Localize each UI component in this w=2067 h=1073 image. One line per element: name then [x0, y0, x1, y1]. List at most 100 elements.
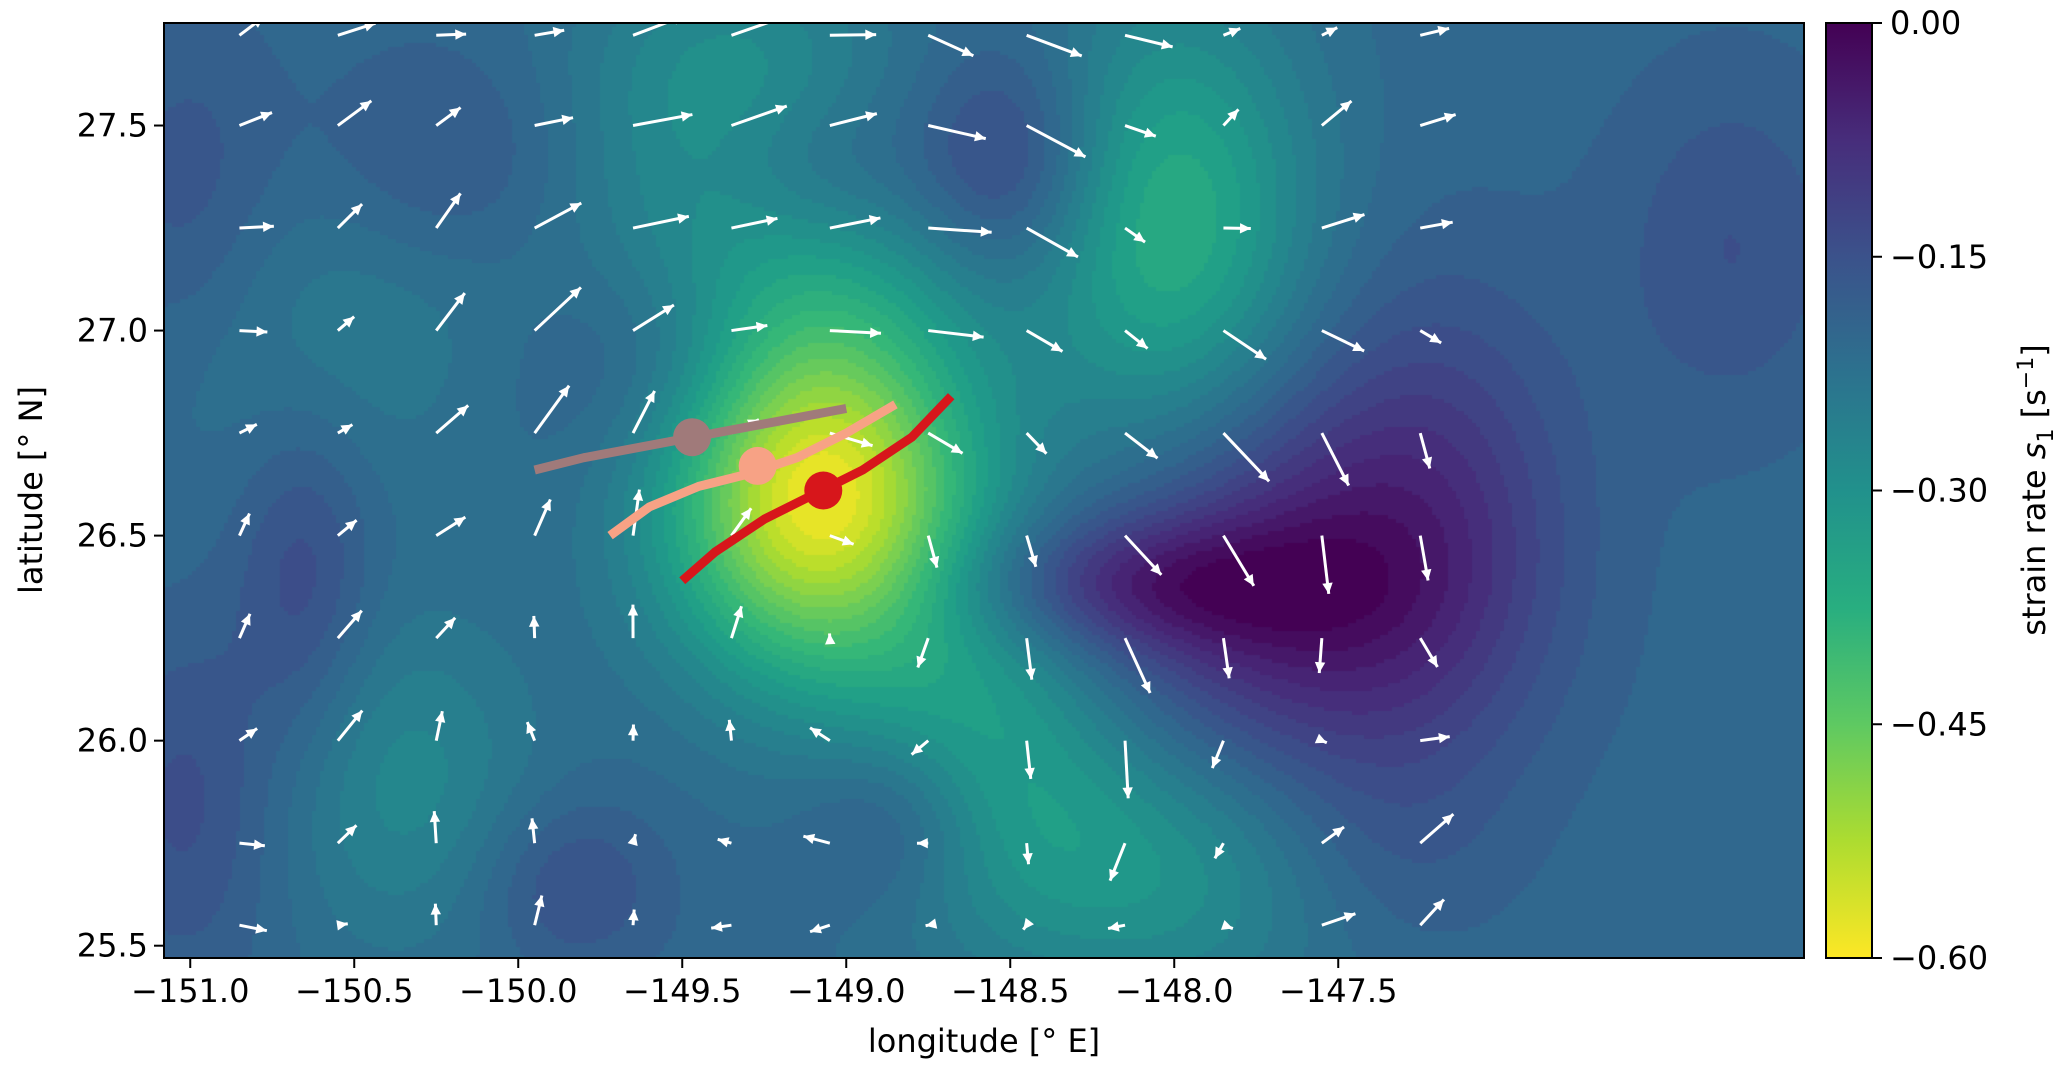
velocity-arrow-head: [725, 719, 736, 732]
velocity-arrow-head: [1339, 101, 1352, 112]
velocity-arrow-head: [454, 293, 465, 305]
velocity-arrow-head: [1427, 655, 1438, 668]
x-axis-title: longitude [° E]: [868, 1022, 1100, 1060]
velocity-arrow-head: [244, 424, 257, 434]
colorbar-tick-label: 0.00: [1890, 4, 1961, 42]
plot-frame: [163, 22, 1805, 959]
velocity-arrow-head: [1150, 563, 1162, 575]
velocity-arrow-head: [253, 839, 265, 850]
velocity-arrow-head: [561, 114, 574, 125]
velocity-arrow-head: [340, 424, 353, 435]
colorbar-tick-label: −0.60: [1890, 939, 1988, 977]
colorbar-ticks: 0.00 −0.15 −0.30 −0.45 −0.60: [1872, 4, 1988, 977]
velocity-arrow-head: [677, 213, 689, 224]
velocity-arrow-head: [1073, 147, 1086, 157]
x-tick-label: −148.5: [951, 972, 1069, 1010]
velocity-arrow-head: [711, 921, 723, 932]
velocity-arrow-head: [430, 903, 442, 915]
velocity-arrow-head: [803, 833, 816, 844]
velocity-arrow-head: [569, 287, 581, 299]
velocity-arrow-head: [1352, 212, 1365, 223]
y-axis-title: latitude [° N]: [12, 386, 50, 594]
x-tick-label: −150.5: [295, 972, 413, 1010]
velocity-arrow-head: [1214, 846, 1225, 859]
colorbar-tick-label: −0.15: [1890, 238, 1988, 276]
velocity-arrow-head: [1027, 554, 1038, 567]
velocity-arrow-head: [534, 895, 545, 908]
velocity-arrow-head: [645, 390, 655, 403]
velocity-arrow-head: [240, 513, 250, 526]
velocity-arrow-head: [350, 610, 362, 623]
velocity-arrow-head: [1035, 442, 1047, 454]
velocity-arrow-head: [450, 193, 461, 206]
velocity-arrow-head: [541, 499, 551, 512]
velocity-arrow-head: [1429, 332, 1442, 343]
velocity-arrow-head: [825, 633, 836, 645]
y-tick-label: 27.0: [77, 312, 148, 350]
velocity-arrow-head: [429, 811, 441, 823]
velocity-arrow-head: [1254, 348, 1267, 360]
velocity-arrow-head: [1352, 341, 1365, 352]
velocity-arrow-head: [810, 923, 822, 934]
colorbar-tick-label: −0.45: [1890, 705, 1988, 743]
velocity-arrow-head: [1438, 732, 1450, 744]
velocity-arrow-head: [1257, 469, 1270, 482]
velocity-arrow-head: [552, 26, 565, 38]
velocity-arrow-head: [774, 104, 787, 115]
velocity-arrow-head: [1211, 756, 1222, 769]
velocity-arrow-head: [350, 204, 363, 216]
velocity-arrow-head: [916, 655, 927, 668]
x-axis: −151.0 −150.5 −150.0 −149.5 −149.0 −148.5 −148…: [131, 958, 1397, 1010]
velocity-arrow-head: [865, 111, 877, 122]
velocity-arrow-head: [453, 517, 466, 528]
velocity-arrow-head: [1441, 814, 1454, 826]
velocity-arrow-head: [972, 330, 984, 342]
colorbar-gradient: [1825, 22, 1873, 959]
velocity-arrow-head: [1322, 582, 1333, 594]
velocity-arrow-head: [1220, 920, 1233, 930]
velocity-arrow-head: [1133, 231, 1146, 243]
velocity-arrow-head: [860, 437, 873, 448]
velocity-arrow-head: [961, 46, 974, 57]
velocity-arrow-head: [1069, 47, 1082, 58]
velocity-arrow: [1222, 432, 1271, 483]
y-tick-label: 26.0: [77, 722, 148, 760]
velocity-arrow-head: [980, 226, 992, 237]
velocity-arrow-head: [1339, 473, 1349, 486]
velocity-arrow-head: [456, 405, 469, 417]
velocity-arrow-head: [911, 743, 924, 755]
velocity-arrow-head: [627, 834, 638, 847]
velocity-arrow-head: [755, 321, 768, 333]
velocity-arrow-head: [740, 508, 752, 521]
velocity-arrow-head: [1443, 112, 1456, 123]
velocity-arrow-head: [680, 111, 693, 122]
velocity-arrow-head: [865, 29, 877, 40]
velocity-arrow-head: [1025, 668, 1036, 680]
velocity-arrow-head: [1239, 223, 1251, 234]
velocity-arrow-head: [1243, 573, 1254, 586]
colorbar-title: strain rate s1 [s−1]: [2014, 344, 2059, 635]
velocity-arrow-head: [627, 604, 639, 616]
velocity-arrow-head: [929, 555, 940, 568]
velocity-arrow-head: [455, 29, 467, 40]
velocity-arrow-head: [628, 909, 639, 921]
velocity-arrow: [632, 23, 670, 37]
velocity-arrow-head: [260, 111, 273, 122]
velocity-arrow-head: [1145, 447, 1158, 459]
velocity-arrow-head: [1065, 247, 1078, 257]
eddy-center-marker: [804, 471, 843, 510]
velocity-arrow-head: [1050, 341, 1063, 352]
eddy-center-marker: [738, 446, 777, 485]
velocity-arrow-head: [527, 818, 539, 830]
velocity-arrow-head: [1421, 568, 1432, 581]
velocity-arrow-head: [1122, 787, 1133, 799]
colorbar: 0.00 −0.15 −0.30 −0.45 −0.60 strain rate s1 …: [1825, 4, 2059, 977]
velocity-arrow-head: [916, 837, 928, 849]
velocity-arrow-head: [1109, 868, 1119, 881]
velocity-arrow-head: [1227, 109, 1239, 121]
velocity-arrow-head: [342, 316, 355, 328]
velocity-arrow-head: [1022, 852, 1033, 865]
y-axis: 25.5 26.0 26.5 27.0 27.5: [77, 107, 164, 965]
x-tick-label: −151.0: [131, 972, 249, 1010]
x-tick-label: −147.5: [1279, 972, 1397, 1010]
